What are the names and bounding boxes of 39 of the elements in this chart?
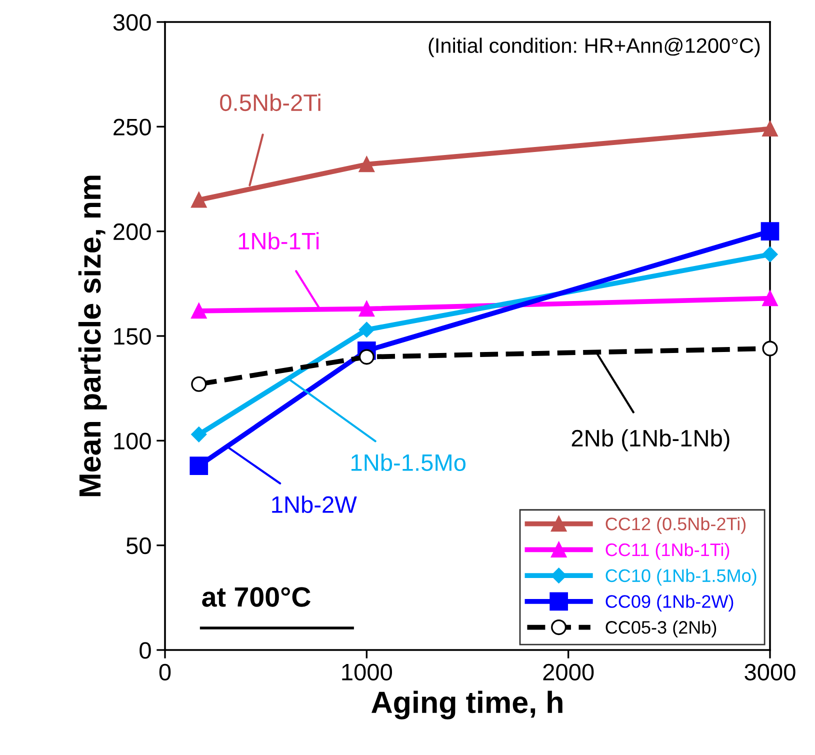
point — [358, 349, 374, 365]
point — [762, 120, 778, 137]
legend-label: CC11 (1Nb-1Ti) — [606, 542, 730, 560]
x-tick-label: 2000 — [543, 664, 594, 681]
point — [358, 322, 374, 338]
legend-label: CC12 (0.5Nb-2Ti) — [606, 517, 746, 534]
annotation: 2Nb (1Nb-1Nb) — [572, 429, 730, 452]
point — [191, 426, 207, 442]
point — [762, 290, 778, 306]
point — [191, 376, 207, 392]
annotation: at 700°C — [202, 587, 310, 607]
y-tick-label: 0 — [140, 642, 151, 659]
y-tick-label: 150 — [114, 328, 151, 345]
annotation: 1Nb-1.5Mo — [351, 454, 466, 472]
x-tick-label: 0 — [159, 664, 171, 681]
point — [358, 156, 374, 172]
point — [191, 303, 207, 319]
legend-label: CC05-3 (2Nb) — [606, 620, 716, 638]
y-tick-label: 100 — [114, 432, 151, 450]
x-axis-title: Aging time, h — [372, 690, 562, 720]
annotation: (Initial condition: HR+Ann@1200°C) — [428, 38, 760, 58]
annotation: 0.5Nb-2Ti — [220, 94, 320, 112]
point — [762, 340, 778, 356]
y-tick-label: 200 — [114, 223, 151, 240]
x-tick-label: 1000 — [342, 664, 392, 681]
legend-label: CC10 (1Nb-1.5Mo) — [606, 568, 756, 586]
annotation: 1Nb-1Ti — [238, 232, 319, 250]
x-tick-label: 3000 — [744, 664, 796, 681]
y-tick-label: 250 — [114, 118, 151, 136]
point — [191, 192, 207, 208]
point — [358, 301, 374, 317]
point — [762, 246, 778, 262]
y-tick-label: 300 — [113, 14, 151, 31]
y-axis-title: Mean particle size, nm — [78, 176, 107, 496]
legend-label: CC09 (1Nb-2W) — [606, 594, 734, 612]
y-tick-label: 50 — [126, 537, 151, 554]
annotation: 1Nb-2W — [272, 496, 357, 514]
point — [760, 222, 780, 240]
point — [190, 456, 208, 475]
